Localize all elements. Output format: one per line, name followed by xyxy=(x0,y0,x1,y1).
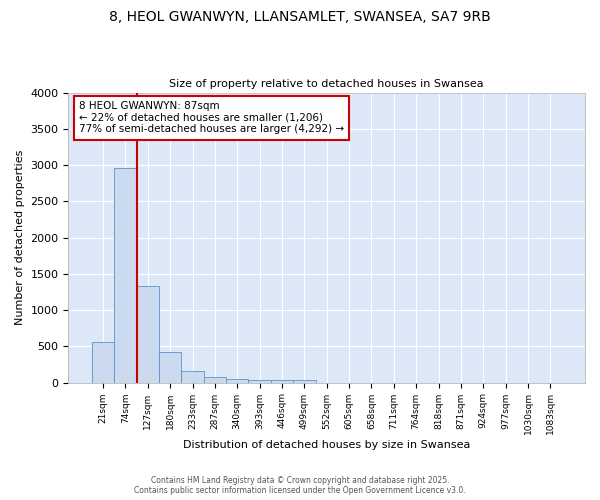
Bar xyxy=(114,168,137,382)
Y-axis label: Number of detached properties: Number of detached properties xyxy=(15,150,25,326)
Text: 8, HEOL GWANWYN, LLANSAMLET, SWANSEA, SA7 9RB: 8, HEOL GWANWYN, LLANSAMLET, SWANSEA, SA… xyxy=(109,10,491,24)
Bar xyxy=(248,380,271,382)
Bar xyxy=(271,380,293,382)
Bar xyxy=(181,371,204,382)
Bar xyxy=(159,352,181,382)
Text: Contains HM Land Registry data © Crown copyright and database right 2025.
Contai: Contains HM Land Registry data © Crown c… xyxy=(134,476,466,495)
Bar xyxy=(204,377,226,382)
X-axis label: Distribution of detached houses by size in Swansea: Distribution of detached houses by size … xyxy=(183,440,470,450)
Bar xyxy=(226,379,248,382)
Text: 8 HEOL GWANWYN: 87sqm
← 22% of detached houses are smaller (1,206)
77% of semi-d: 8 HEOL GWANWYN: 87sqm ← 22% of detached … xyxy=(79,102,344,134)
Title: Size of property relative to detached houses in Swansea: Size of property relative to detached ho… xyxy=(169,79,484,89)
Bar xyxy=(293,380,316,382)
Bar xyxy=(92,342,114,382)
Bar xyxy=(137,286,159,382)
